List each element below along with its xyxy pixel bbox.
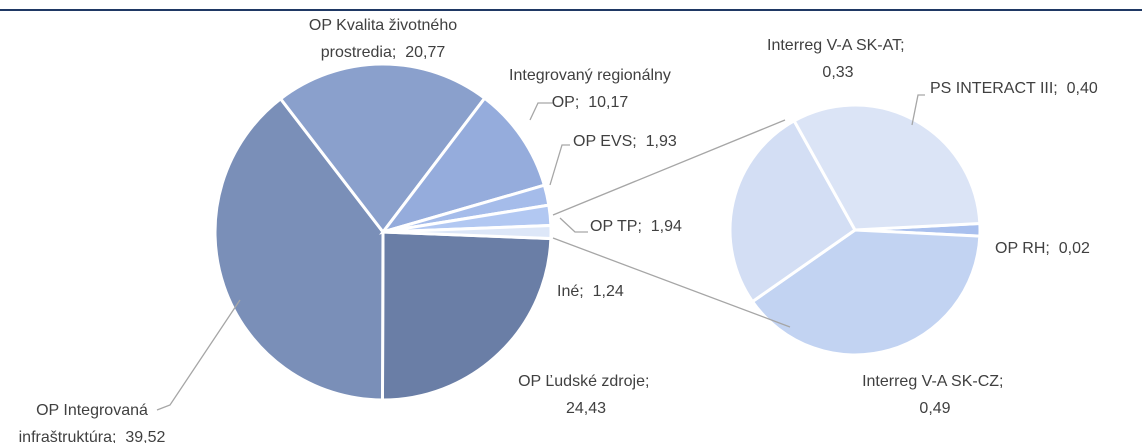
separator: ; <box>1053 80 1058 97</box>
category-name: Interreg V-A SK-CZ <box>862 373 1000 390</box>
separator: ; <box>391 44 397 61</box>
separator: ; <box>574 94 580 111</box>
data-label: Interreg V-A SK-CZ; 0,49 <box>848 368 1023 422</box>
leader-line <box>549 144 570 186</box>
value-label: 1,24 <box>592 283 624 300</box>
value-label: 0,33 <box>822 64 854 81</box>
value-label: 0,40 <box>1066 80 1098 97</box>
connector <box>552 237 791 328</box>
leader-line <box>559 217 588 233</box>
data-label: OP Integrovaná infraštruktúra; 39,52 <box>0 397 187 443</box>
value-label: 0,49 <box>919 400 951 417</box>
category-name: Integrovaný regionálny OP <box>509 67 671 111</box>
pie-slice <box>278 62 487 235</box>
data-label: OP Ľudské zdroje; 24,43 <box>506 368 666 422</box>
category-name: PS INTERACT III <box>930 80 1054 97</box>
leader-line <box>529 102 553 121</box>
data-label: PS INTERACT III; 0,40 <box>930 75 1098 102</box>
category-name: Interreg V-A SK-AT <box>767 37 901 54</box>
leader-line <box>911 94 925 126</box>
connector <box>552 119 786 216</box>
data-label: OP TP; 1,94 <box>590 213 682 240</box>
separator: ; <box>579 283 584 300</box>
category-name: OP Kvalita životného prostredia <box>308 17 458 61</box>
data-label: Iné; 1,24 <box>557 278 624 305</box>
separator: ; <box>1045 240 1050 257</box>
category-name: OP Integrovaná infraštruktúra <box>18 402 148 443</box>
value-label: 39,52 <box>125 429 166 443</box>
category-name: OP RH <box>995 240 1046 257</box>
pie-slice <box>379 96 547 235</box>
data-label: Integrovaný regionálny OP; 10,17 <box>498 62 683 116</box>
pie-slice <box>728 118 857 304</box>
data-label: OP RH; 0,02 <box>995 235 1090 262</box>
leader-line <box>156 299 241 411</box>
data-label: OP Kvalita životného prostredia; 20,77 <box>283 12 483 66</box>
value-label: 24,43 <box>565 400 607 417</box>
pie-slice <box>382 223 553 241</box>
separator: ; <box>999 373 1004 390</box>
value-label: 0,02 <box>1058 240 1090 257</box>
value-label: 10,17 <box>588 94 629 111</box>
category-name: OP EVS <box>573 133 633 150</box>
pie-slice <box>380 230 553 402</box>
category-name: OP TP <box>590 218 638 235</box>
separator: ; <box>644 373 650 390</box>
value-label: 20,77 <box>405 44 446 61</box>
pie-slice <box>750 228 982 357</box>
pie-slice <box>213 96 385 402</box>
value-label: 1,93 <box>645 133 677 150</box>
value-label: 1,94 <box>650 218 682 235</box>
separator: ; <box>111 429 117 443</box>
separator: ; <box>637 218 642 235</box>
pie-slice <box>792 103 982 232</box>
data-label: Interreg V-A SK-AT; 0,33 <box>751 32 926 86</box>
category-name: OP Ľudské zdroje <box>518 373 645 390</box>
data-label: OP EVS; 1,93 <box>573 128 677 155</box>
category-name: Iné <box>557 283 580 300</box>
separator: ; <box>900 37 905 54</box>
separator: ; <box>632 133 637 150</box>
